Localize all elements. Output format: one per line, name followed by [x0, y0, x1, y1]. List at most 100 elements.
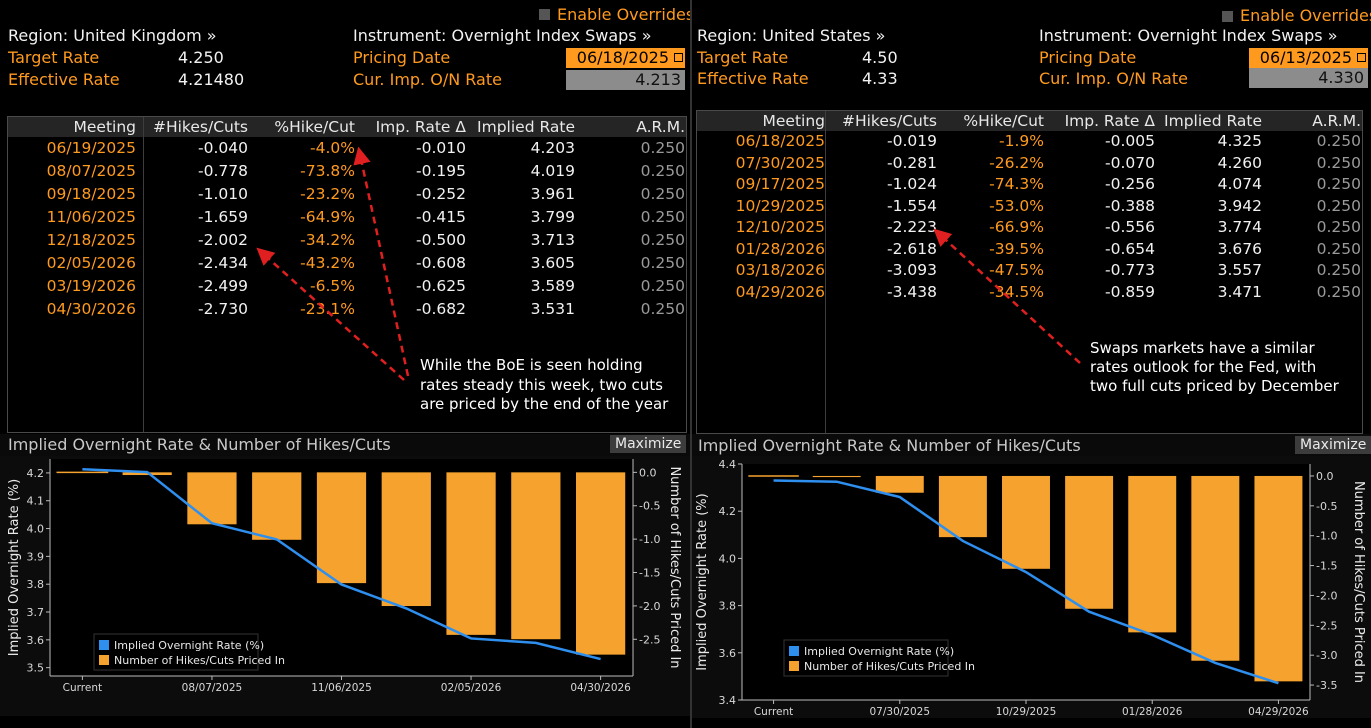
- calendar-icon[interactable]: [1357, 53, 1366, 62]
- table-cell: -0.682: [416, 300, 466, 318]
- bar: [575, 472, 626, 655]
- table-cell: -0.040: [198, 139, 248, 157]
- table-cell: -2.434: [198, 254, 248, 272]
- table-cell: -0.010: [416, 139, 466, 157]
- y2-tick-label: -1.0: [639, 533, 660, 546]
- maximize-button[interactable]: Maximize: [1295, 436, 1371, 454]
- y2-tick-label: -2.5: [1316, 619, 1337, 632]
- column-header[interactable]: %Hike/Cut: [963, 112, 1044, 130]
- meeting-date-cell: 01/28/2026: [735, 239, 825, 258]
- meeting-date-cell: 09/17/2025: [735, 175, 825, 193]
- table-cell: -6.5%: [310, 277, 355, 295]
- target-rate-value: 4.50: [862, 48, 898, 67]
- y2-tick-label: 0.0: [639, 466, 657, 479]
- column-header[interactable]: Implied Rate: [1164, 112, 1262, 130]
- instrument-selector[interactable]: Instrument: Overnight Index Swaps »: [353, 26, 652, 45]
- pricing-date-value: 06/13/2025: [1259, 48, 1352, 67]
- table-cell: 0.250: [640, 277, 685, 295]
- x-tick-label: Current: [754, 706, 793, 718]
- y2-tick-label: -3.5: [1316, 679, 1337, 692]
- y-tick-label: 4.4: [719, 458, 737, 471]
- column-header[interactable]: Implied Rate: [477, 118, 575, 136]
- y-tick-label: 4.0: [27, 523, 45, 536]
- table-cell: 0.250: [1316, 218, 1361, 236]
- meeting-date-cell: 02/05/2026: [46, 254, 136, 272]
- meeting-date-cell: 08/07/2025: [46, 162, 136, 180]
- x-tick-label: 02/05/2026: [441, 682, 502, 694]
- region-selector[interactable]: Region: United Kingdom »: [8, 26, 217, 45]
- y2-tick-label: -1.5: [1316, 560, 1337, 573]
- panel-divider: [690, 0, 692, 728]
- bar: [187, 472, 237, 525]
- annotation-line-1: While the BoE is seen holding: [420, 356, 643, 374]
- meeting-date-cell: 04/29/2026: [735, 282, 825, 301]
- meeting-date-cell: 06/19/2025: [46, 139, 136, 157]
- table-cell: 0.250: [640, 162, 685, 180]
- calendar-icon[interactable]: [674, 53, 683, 62]
- column-header[interactable]: Imp. Rate Δ: [1064, 112, 1155, 130]
- table-cell: -1.554: [887, 196, 937, 215]
- column-separator: [143, 117, 144, 432]
- table-cell: -0.070: [1105, 153, 1155, 172]
- table-cell: -0.195: [416, 162, 466, 180]
- table-cell: -0.859: [1105, 282, 1155, 301]
- instrument-selector[interactable]: Instrument: Overnight Index Swaps »: [1039, 26, 1338, 45]
- table-cell: -2.618: [887, 239, 937, 258]
- table-cell: 0.250: [640, 208, 685, 226]
- pricing-date-input[interactable]: 06/13/2025: [1249, 48, 1368, 68]
- column-header[interactable]: Meeting: [73, 118, 137, 136]
- x-tick-label: 04/29/2026: [1248, 706, 1309, 718]
- column-header[interactable]: %Hike/Cut: [274, 118, 355, 136]
- y2-tick-label: -0.5: [1316, 500, 1337, 513]
- y-tick-label: 3.8: [27, 578, 45, 591]
- bar: [938, 475, 987, 538]
- cur-imp-rate-label: Cur. Imp. O/N Rate: [353, 70, 502, 89]
- table-cell: 0.250: [640, 231, 685, 249]
- cur-imp-rate-value: 4.330: [1249, 68, 1368, 88]
- x-tick-label: Current: [63, 682, 102, 694]
- x-tick-label: 01/28/2026: [1122, 706, 1183, 718]
- table-cell: -1.010: [198, 185, 248, 203]
- table-cell: 4.074: [1217, 175, 1262, 193]
- enable-overrides-label[interactable]: Enable Overrides: [1240, 6, 1371, 25]
- table-cell: -0.005: [1105, 132, 1155, 150]
- table-cell: 0.250: [1316, 282, 1361, 301]
- column-header[interactable]: A.R.M.: [636, 118, 685, 136]
- table-cell: 0.250: [1316, 175, 1361, 193]
- maximize-button[interactable]: Maximize: [610, 435, 687, 453]
- table-cell: 0.250: [1316, 239, 1361, 258]
- region-selector[interactable]: Region: United States »: [697, 26, 886, 45]
- table-cell: -2.002: [198, 231, 248, 249]
- legend-label: Number of Hikes/Cuts Priced In: [804, 660, 975, 673]
- table-cell: -0.252: [416, 185, 466, 203]
- column-header[interactable]: Imp. Rate Δ: [375, 118, 466, 136]
- target-rate-value: 4.250: [178, 48, 224, 67]
- column-header[interactable]: A.R.M.: [1312, 112, 1361, 130]
- x-tick-label: 07/30/2025: [870, 706, 931, 718]
- table-cell: -1.024: [887, 175, 937, 193]
- pricing-date-input[interactable]: 06/18/2025: [566, 48, 685, 68]
- effective-rate-label: Effective Rate: [697, 69, 809, 88]
- table-cell: 4.325: [1217, 132, 1262, 150]
- y2-tick-label: -2.0: [639, 600, 660, 613]
- arrow-to-hike-cut: [353, 146, 410, 377]
- table-cell: -0.019: [887, 132, 937, 150]
- legend-box: [93, 633, 259, 671]
- table-cell: -3.438: [887, 282, 937, 301]
- bar: [1065, 475, 1114, 609]
- column-header[interactable]: Meeting: [762, 112, 826, 130]
- y-tick-label: 3.6: [719, 647, 737, 660]
- column-header[interactable]: #Hikes/Cuts: [841, 112, 937, 130]
- arrow-to-december: [256, 247, 405, 381]
- uk-chart: 3.5 3.6 3.7 3.8 3.9 4.0 4.1 4.2 0.0 -0.5 -1.0 -1.5 -…: [0, 456, 690, 716]
- x-tick-label: 10/29/2025: [996, 706, 1057, 718]
- table-cell: -1.9%: [999, 132, 1044, 150]
- enable-overrides-label[interactable]: Enable Overrides: [557, 5, 695, 24]
- chart-title: Implied Overnight Rate & Number of Hikes…: [698, 436, 1081, 455]
- column-header[interactable]: #Hikes/Cuts: [152, 118, 248, 136]
- enable-overrides-checkbox[interactable]: [1222, 11, 1233, 22]
- y2-tick-label: -1.5: [639, 567, 660, 580]
- bar: [446, 472, 496, 635]
- enable-overrides-checkbox[interactable]: [539, 9, 550, 20]
- meeting-date-cell: 03/19/2026: [46, 277, 136, 295]
